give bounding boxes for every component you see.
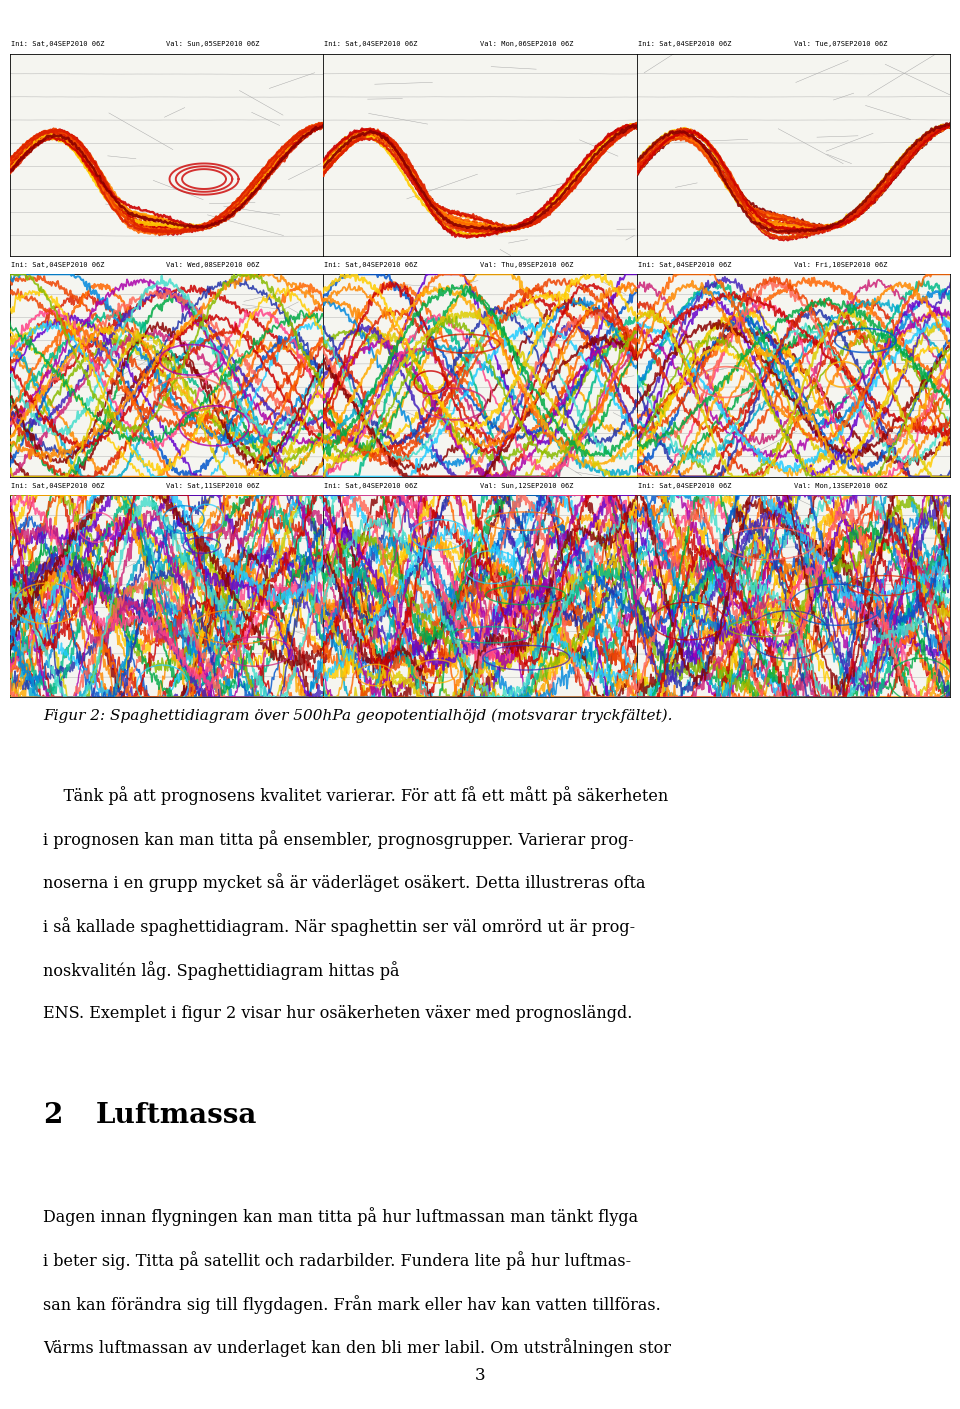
Text: san kan förändra sig till flygdagen. Från mark eller hav kan vatten tillföras.: san kan förändra sig till flygdagen. Frå… [43, 1295, 660, 1313]
Text: i så kallade spaghettidiagram. När spaghettin ser väl omrörd ut är prog-: i så kallade spaghettidiagram. När spagh… [43, 917, 636, 936]
Bar [324, 35, 636, 54]
Bar [636, 35, 950, 54]
Text: Ini: Sat,04SEP2010 06Z: Ini: Sat,04SEP2010 06Z [324, 41, 418, 48]
Text: Dagen innan flygningen kan man titta på hur luftmassan man tänkt flyga: Dagen innan flygningen kan man titta på … [43, 1208, 638, 1226]
Text: Val: Mon,13SEP2010 06Z: Val: Mon,13SEP2010 06Z [794, 483, 887, 489]
Bar [636, 476, 950, 495]
Text: Val: Sat,11SEP2010 06Z: Val: Sat,11SEP2010 06Z [166, 483, 260, 489]
Bar [324, 476, 636, 495]
Text: Ini: Sat,04SEP2010 06Z: Ini: Sat,04SEP2010 06Z [637, 41, 732, 48]
Text: Luftmassa: Luftmassa [96, 1102, 257, 1129]
Text: noskvalitén låg. Spaghettidiagram hittas på: noskvalitén låg. Spaghettidiagram hittas… [43, 961, 405, 979]
Text: Val: Tue,07SEP2010 06Z: Val: Tue,07SEP2010 06Z [794, 41, 887, 48]
Text: 3: 3 [474, 1367, 486, 1384]
Text: ENS. Exemplet i figur 2 visar hur osäkerheten växer med prognoslängd.: ENS. Exemplet i figur 2 visar hur osäker… [43, 1005, 633, 1022]
Text: noserna i en grupp mycket så är väderläget osäkert. Detta illustreras ofta: noserna i en grupp mycket så är väderläg… [43, 874, 646, 892]
Bar [10, 476, 324, 495]
Text: Val: Thu,09SEP2010 06Z: Val: Thu,09SEP2010 06Z [480, 262, 573, 268]
Bar [324, 256, 636, 275]
Text: Ini: Sat,04SEP2010 06Z: Ini: Sat,04SEP2010 06Z [11, 262, 104, 268]
Text: Ini: Sat,04SEP2010 06Z: Ini: Sat,04SEP2010 06Z [324, 483, 418, 489]
Text: 2: 2 [43, 1102, 62, 1129]
Text: Tänk på att prognosens kvalitet varierar. För att få ett mått på säkerheten: Tänk på att prognosens kvalitet varierar… [43, 786, 668, 805]
Text: Ini: Sat,04SEP2010 06Z: Ini: Sat,04SEP2010 06Z [11, 483, 104, 489]
Text: Ini: Sat,04SEP2010 06Z: Ini: Sat,04SEP2010 06Z [637, 262, 732, 268]
Text: Val: Sun,05SEP2010 06Z: Val: Sun,05SEP2010 06Z [166, 41, 260, 48]
Text: Värms luftmassan av underlaget kan den bli mer labil. Om utstrålningen stor: Värms luftmassan av underlaget kan den b… [43, 1339, 671, 1357]
Text: Val: Sun,12SEP2010 06Z: Val: Sun,12SEP2010 06Z [480, 483, 573, 489]
Text: Ini: Sat,04SEP2010 06Z: Ini: Sat,04SEP2010 06Z [324, 262, 418, 268]
Text: Ini: Sat,04SEP2010 06Z: Ini: Sat,04SEP2010 06Z [11, 41, 104, 48]
Bar [10, 256, 324, 275]
Bar [10, 35, 324, 54]
Bar [636, 256, 950, 275]
Text: Figur 2: Spaghettidiagram över 500hPa geopotentialhöjd (motsvarar tryckfältet).: Figur 2: Spaghettidiagram över 500hPa ge… [43, 709, 673, 723]
Text: Val: Fri,10SEP2010 06Z: Val: Fri,10SEP2010 06Z [794, 262, 887, 268]
Text: i beter sig. Titta på satellit och radarbilder. Fundera lite på hur luftmas-: i beter sig. Titta på satellit och radar… [43, 1251, 632, 1270]
Text: Val: Mon,06SEP2010 06Z: Val: Mon,06SEP2010 06Z [480, 41, 573, 48]
Text: i prognosen kan man titta på ensembler, prognosgrupper. Varierar prog-: i prognosen kan man titta på ensembler, … [43, 830, 634, 848]
Text: Val: Wed,08SEP2010 06Z: Val: Wed,08SEP2010 06Z [166, 262, 260, 268]
Text: Ini: Sat,04SEP2010 06Z: Ini: Sat,04SEP2010 06Z [637, 483, 732, 489]
